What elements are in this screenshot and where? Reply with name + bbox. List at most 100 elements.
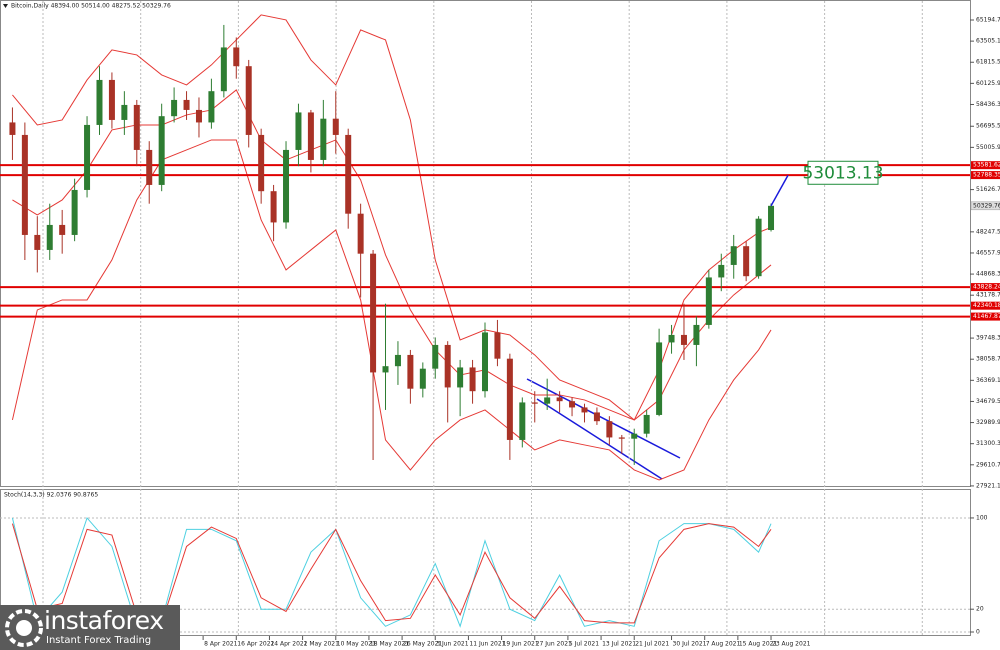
candle-body (606, 421, 613, 438)
level-tag (971, 312, 1000, 321)
candle-body (581, 407, 588, 413)
candle-body (469, 367, 476, 392)
brand: instaforex (44, 606, 164, 635)
y-tick-label: 61815.50 (976, 59, 1000, 66)
candle-body (46, 224, 53, 250)
y-tick-label: 58436.30 (976, 101, 1000, 108)
candle-body (332, 118, 339, 135)
price-tag (970, 201, 1000, 211)
x-tick-label: 7 Aug 2021 (706, 641, 741, 648)
candle-body (283, 149, 290, 223)
candle-body (519, 402, 526, 440)
candle-body (569, 401, 576, 408)
y-tick-label: 56695.50 (976, 123, 1000, 130)
candle-body (755, 218, 762, 277)
candle-body (419, 368, 426, 389)
y-tick-label: 100 (976, 514, 988, 521)
candle-body (593, 412, 600, 422)
candle-body (768, 205, 775, 231)
candle-body (643, 414, 650, 434)
x-tick-label: 11 Jun 2021 (469, 641, 505, 648)
y-tick-label: 27921.10 (976, 482, 1000, 489)
main-panel (0, 0, 971, 487)
candle-body (556, 397, 563, 402)
candle-body (34, 234, 41, 250)
chart-title: Bitcoin,Daily 48394.00 50514.00 48275.52… (11, 3, 171, 10)
candle-body (668, 334, 675, 343)
y-tick-label: 39748.30 (976, 335, 1000, 342)
candle-body (183, 99, 190, 110)
candle-body (158, 116, 165, 185)
level-label: 42340.18 (973, 302, 1000, 309)
bollinger-middle (12, 89, 772, 421)
candle-body (743, 246, 750, 277)
candle-body (295, 112, 302, 150)
x-tick-label: 2 May 2021 (304, 641, 339, 648)
y-tick-label: 31300.30 (976, 440, 1000, 447)
x-tick-label: 21 Jul 2021 (635, 641, 669, 648)
bollinger-lower (11, 139, 772, 481)
candle-body (258, 134, 265, 192)
y-tick-label: 60125.90 (976, 80, 1000, 87)
candle-body (345, 134, 352, 214)
candle-body (432, 344, 439, 369)
y-tick-label: 20 (976, 606, 984, 613)
target-box (807, 160, 879, 185)
level-tag (971, 161, 1000, 170)
x-tick-label: 8 Apr 2021 (204, 641, 237, 648)
stoch-title: Stoch(14,3,3) 92.0376 90.8765 (4, 492, 98, 499)
candle-body (171, 99, 178, 117)
logo-icon (5, 609, 43, 647)
candle-body (357, 213, 364, 254)
candle-body (444, 344, 451, 388)
candle-body (531, 402, 538, 404)
x-tick-label: 13 Jul 2021 (602, 641, 636, 648)
x-tick-label: 18 May 2021 (370, 641, 409, 648)
candle-body (233, 47, 240, 67)
y-tick-label: 0 (976, 629, 980, 636)
candle-body (195, 109, 202, 123)
level-tag (971, 283, 1000, 292)
candle-body (631, 433, 638, 439)
y-tick-label: 38058.70 (976, 356, 1000, 363)
candle-body (121, 104, 128, 120)
level-label: 43828.24 (973, 284, 1000, 291)
level-label: 41467.87 (973, 313, 1000, 320)
y-tick-label: 44868.30 (976, 271, 1000, 278)
candle-body (407, 354, 414, 389)
candle-body (220, 47, 227, 92)
candle-body (544, 397, 551, 404)
price-tag-label: 50329.76 (973, 202, 1000, 209)
y-tick-label: 29610.70 (976, 461, 1000, 468)
x-tick-label: 5 Jul 2021 (569, 641, 599, 648)
candle-body (494, 332, 501, 359)
watermark: instaforex Instant Forex Trading (0, 605, 180, 650)
candle-body (618, 437, 625, 439)
candle-body (718, 264, 725, 278)
level-label: 52788.35 (973, 172, 1000, 179)
candle-body (320, 118, 327, 160)
candle-body (680, 334, 687, 345)
candle-body (108, 79, 115, 120)
candle-body (693, 324, 700, 345)
y-tick-label: 55005.90 (976, 144, 1000, 151)
target-label: 53013.13 (802, 163, 883, 183)
candle-body (133, 104, 140, 150)
stoch-panel (0, 489, 971, 636)
candle-body (21, 134, 28, 235)
candle-body (96, 79, 103, 125)
x-tick-label: 30 Jul 2021 (673, 641, 707, 648)
candle-body (370, 253, 377, 373)
x-tick-label: 15 Aug 2021 (739, 641, 778, 648)
x-tick-label: 24 Apr 2021 (270, 641, 307, 648)
level-tag (971, 171, 1000, 180)
x-tick-label: 23 Aug 2021 (772, 641, 811, 648)
y-tick-label: 51626.70 (976, 186, 1000, 193)
candle-body (307, 112, 314, 160)
channel-line (536, 398, 663, 480)
tagline: Instant Forex Trading (46, 635, 152, 646)
candle-body (382, 366, 389, 373)
bollinger-upper (12, 14, 772, 421)
y-tick-label: 46557.90 (976, 249, 1000, 256)
